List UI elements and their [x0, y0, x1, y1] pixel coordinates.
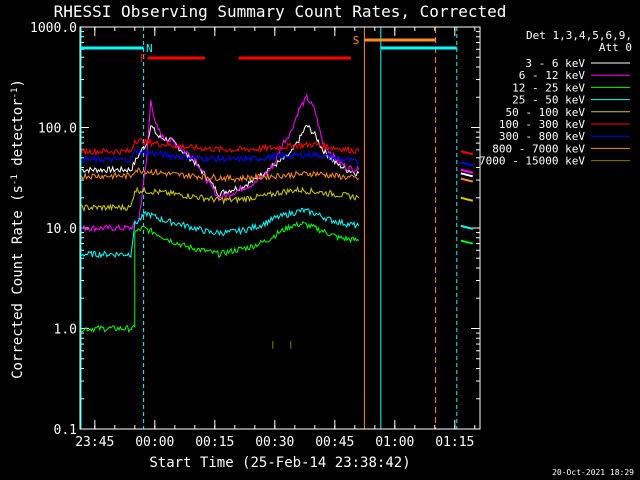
series-line-100-300-kev: [81, 137, 360, 157]
series-line-12-25-kev: [81, 220, 360, 334]
series-line-800-7000-kev: [81, 167, 360, 183]
plot-frame: [79, 26, 481, 430]
y-tick-label: 1000.0: [30, 21, 77, 36]
legend-label-7000-15000-kev: 7000 - 15000 keV: [479, 155, 585, 168]
series-tail-100-300-kev: [460, 150, 474, 156]
date-stamp: 20-Oct-2021 18:29: [552, 468, 634, 477]
series-line-300-800-kev: [81, 148, 360, 166]
chart-title: RHESSI Observing Summary Count Rates, Co…: [54, 2, 507, 21]
bar-label-f: F: [140, 52, 147, 65]
series-tail-12-25-kev: [460, 239, 474, 245]
legend-label-300-800-kev: 300 - 800 keV: [499, 130, 585, 143]
series-tail-800-7000-kev: [460, 177, 474, 183]
x-axis-label: Start Time (25-Feb-14 23:38:42): [149, 455, 410, 471]
legend-label-25-50-kev: 25 - 50 keV: [512, 94, 585, 107]
legend-label-800-7000-kev: 800 - 7000 keV: [492, 142, 585, 155]
legend-header-line-2: Att 0: [599, 41, 632, 54]
legend-label-12-25-kev: 12 - 25 keV: [512, 81, 585, 94]
legend-label-50-100-kev: 50 - 100 keV: [506, 106, 586, 119]
legend-label-100-300-kev: 100 - 300 keV: [499, 118, 585, 131]
bar-label-s: S: [353, 34, 360, 47]
bar-label-n: N: [146, 42, 153, 55]
series-tail-3-6-kev: [460, 172, 474, 178]
series-line-50-100-kev: [81, 185, 360, 213]
x-tick-label: 01:15: [435, 435, 474, 450]
x-tick-label: 01:00: [375, 435, 414, 450]
x-tick-label: 00:00: [135, 435, 174, 450]
x-tick-label: 00:30: [255, 435, 294, 450]
legend-label-6-12-kev: 6 - 12 keV: [519, 69, 586, 82]
series-tail-50-100-kev: [460, 196, 474, 202]
x-tick-label: 00:45: [315, 435, 354, 450]
series-line-25-50-kev: [81, 207, 360, 259]
legend-header-line-1: Det 1,3,4,5,6,9,: [526, 29, 632, 42]
legend-label-3-6-kev: 3 - 6 keV: [525, 57, 585, 70]
y-tick-label: 10.0: [46, 222, 77, 237]
plot-area: 1000.0 100.0 10.0 1.0 0.123:45 00:00 00:15 00:3…: [30, 21, 481, 450]
x-tick-label: 00:15: [195, 435, 234, 450]
y-tick-label: 100.0: [38, 122, 77, 137]
y-tick-label: 1.0: [54, 323, 77, 338]
series-tail-6-12-kev: [460, 168, 474, 174]
series-tail-25-50-kev: [460, 224, 474, 230]
y-tick-label: 0.1: [54, 423, 77, 438]
series-tail-300-800-kev: [460, 161, 474, 167]
series-line-6-12-kev: [81, 92, 360, 233]
y-axis-label: Corrected Count Rate (s-1 detector-1): [10, 79, 26, 379]
series-line-7000-15000-kev: [272, 341, 292, 349]
series-line-3-6-kev: [81, 124, 360, 197]
x-tick-label: 23:45: [75, 435, 114, 450]
